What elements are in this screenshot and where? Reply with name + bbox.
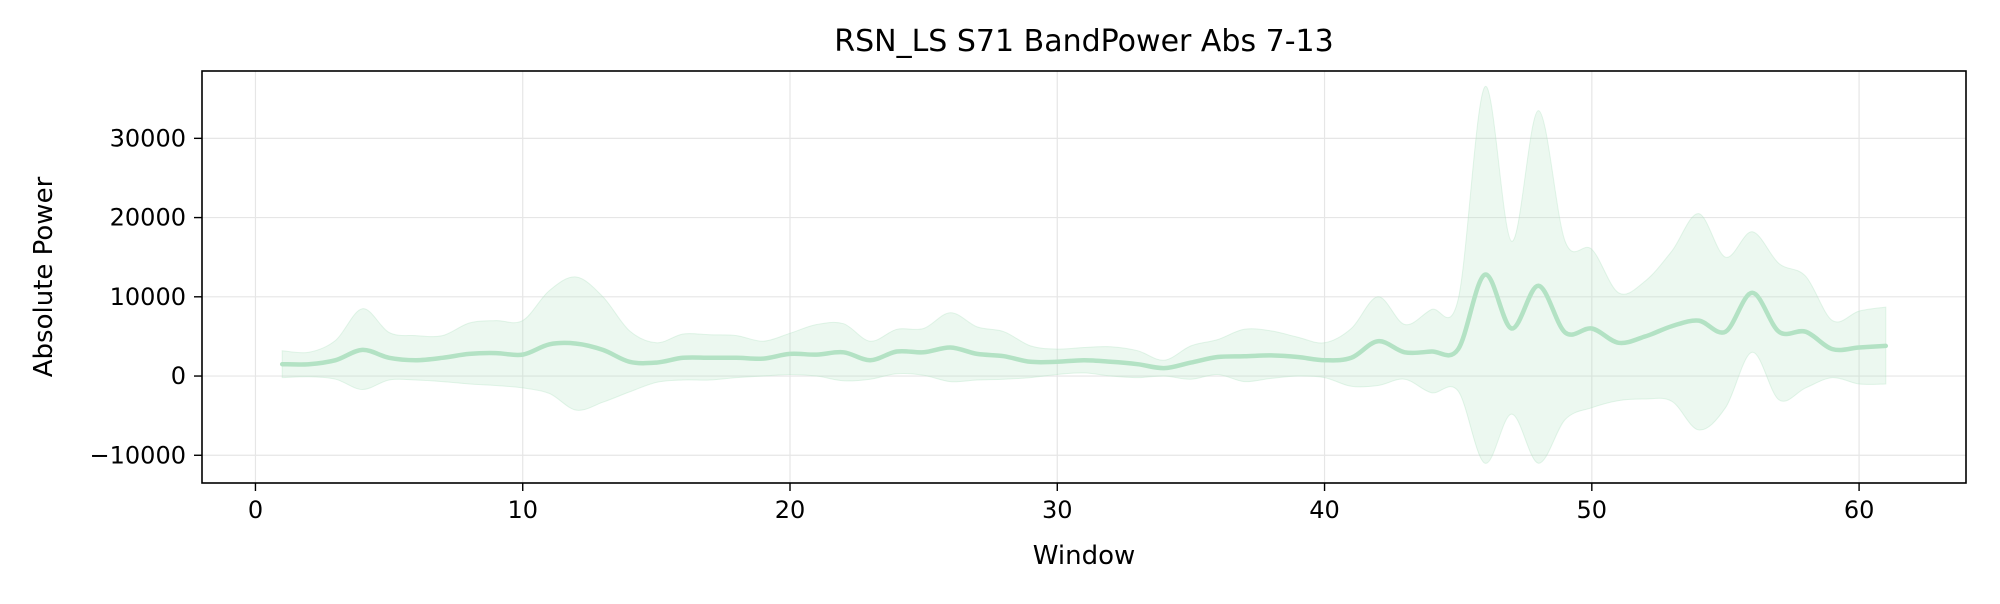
- x-tick-label: 50: [1577, 496, 1608, 524]
- y-axis-label: Absolute Power: [29, 176, 59, 377]
- x-tick-label: 20: [775, 496, 806, 524]
- y-tick-label: 30000: [110, 124, 186, 152]
- grid-lines: [202, 71, 1966, 483]
- y-tick-label: 10000: [110, 283, 186, 311]
- x-tick-label: 40: [1309, 496, 1340, 524]
- plot-area-frame: [201, 70, 1967, 484]
- chart-title: RSN_LS S71 BandPower Abs 7-13: [834, 24, 1333, 59]
- series-mean-line: [279, 272, 1889, 371]
- series-range-band: [281, 86, 1887, 464]
- x-axis-ticks: 0 10 20 30 40 50 60: [248, 483, 1875, 524]
- x-tick-label: 60: [1844, 496, 1875, 524]
- x-tick-label: 30: [1042, 496, 1073, 524]
- x-tick-label: 0: [248, 496, 263, 524]
- y-tick-label: 0: [171, 362, 186, 390]
- x-axis-label: Window: [1033, 541, 1136, 571]
- x-tick-label: 10: [507, 496, 538, 524]
- y-tick-label: −10000: [90, 441, 186, 469]
- y-tick-label: 20000: [110, 204, 186, 232]
- y-axis-ticks: −10000 0 10000 20000 30000: [90, 124, 202, 469]
